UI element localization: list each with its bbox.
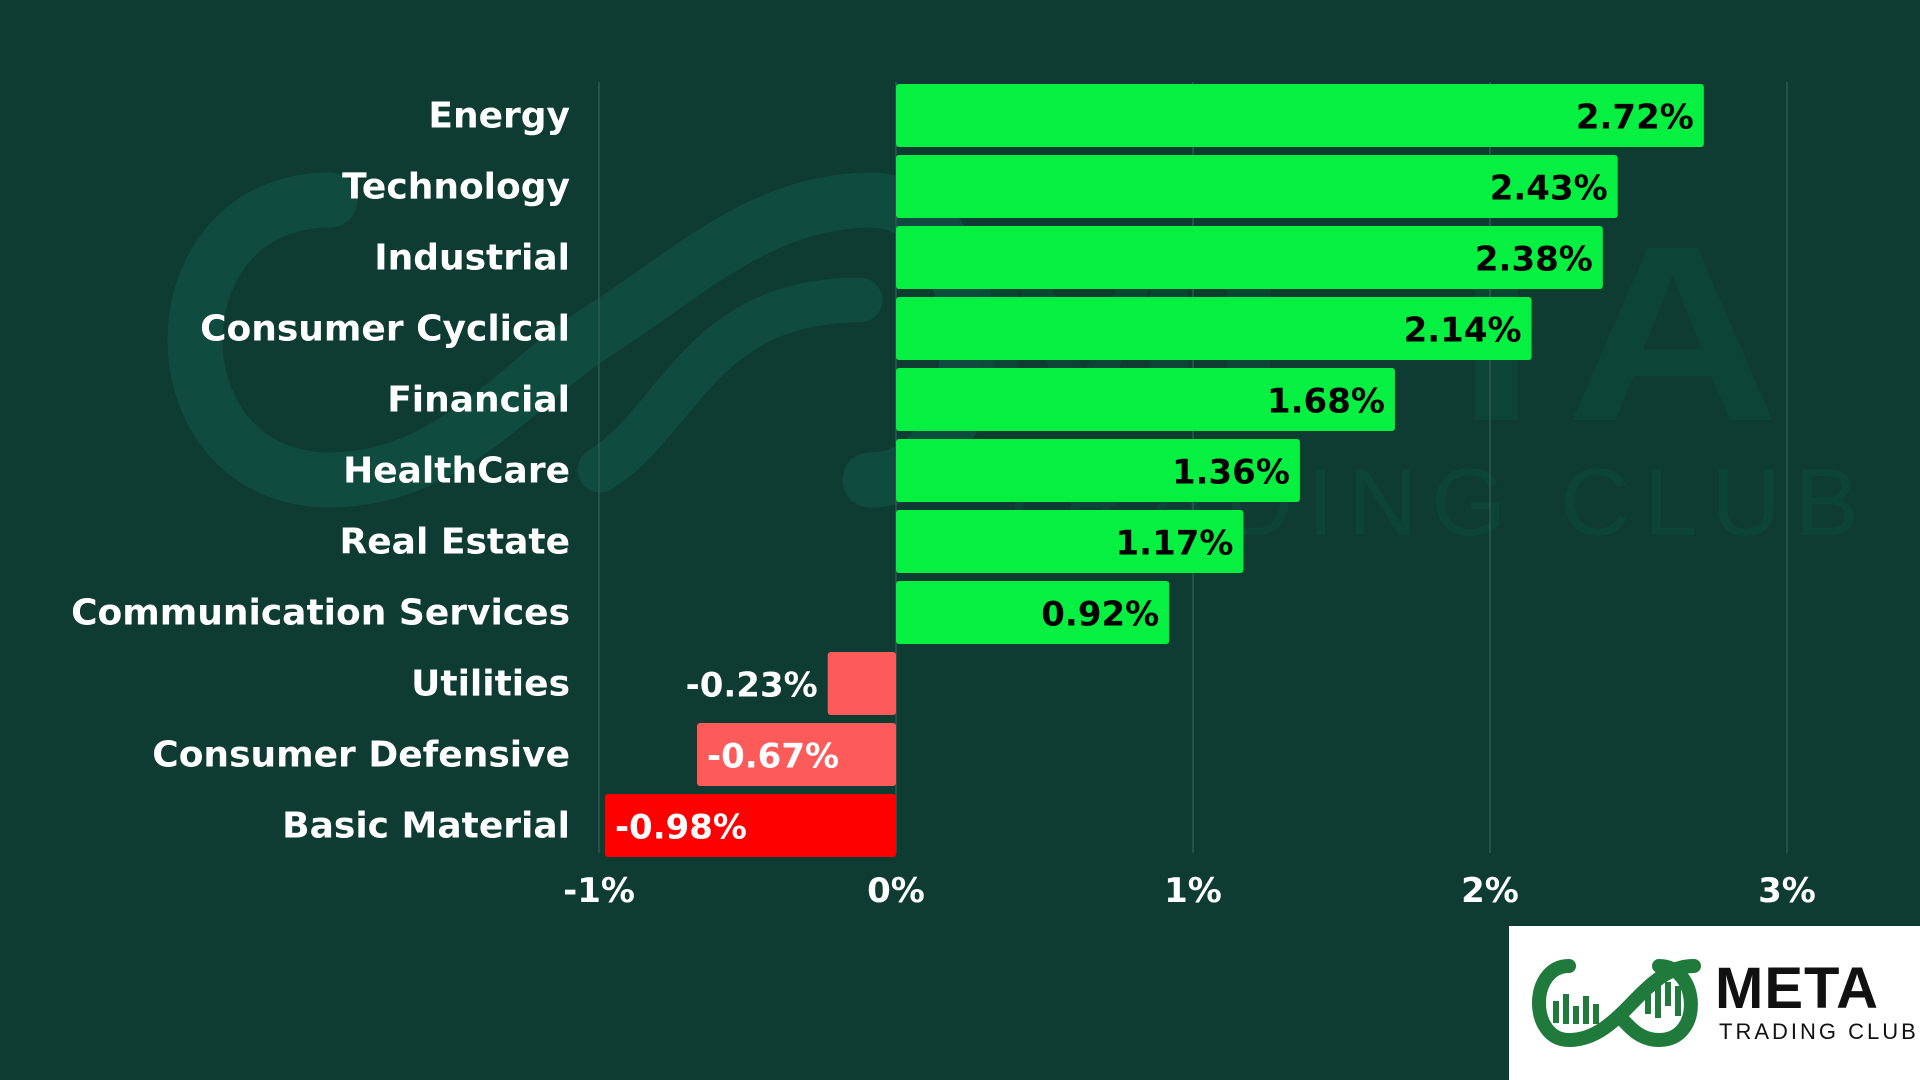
bar <box>697 723 896 786</box>
infinity-chart-icon <box>1532 959 1701 1048</box>
bar <box>896 581 1170 644</box>
bar <box>896 297 1532 360</box>
x-tick-label: 3% <box>1758 871 1816 911</box>
logo-title: META <box>1715 956 1880 1021</box>
x-tick-label: 1% <box>1164 871 1222 911</box>
x-tick-label: -1% <box>563 871 635 911</box>
category-label: HealthCare <box>343 451 570 492</box>
value-label: 0.92% <box>1041 595 1159 635</box>
category-label: Real Estate <box>340 522 570 563</box>
category-label: Utilities <box>411 664 570 705</box>
value-labels: 2.72% 2.43% 2.38% 2.14% 1.68% 1.36% 1.17% 0.92%… <box>615 98 1694 848</box>
category-labels: Energy Technology Industrial Consumer Cycli… <box>71 96 570 847</box>
category-label: Financial <box>387 380 570 421</box>
bar <box>827 652 896 715</box>
value-label: 2.43% <box>1490 169 1608 209</box>
bar <box>896 84 1704 147</box>
value-label: -0.98% <box>615 808 747 848</box>
category-label: Consumer Defensive <box>152 735 570 776</box>
value-label: -0.67% <box>707 737 839 777</box>
x-tick-label: 2% <box>1461 871 1519 911</box>
category-label: Consumer Cyclical <box>200 309 570 350</box>
bar <box>896 510 1244 573</box>
value-label: 1.36% <box>1172 453 1290 493</box>
value-label: 1.68% <box>1267 382 1385 422</box>
category-label: Communication Services <box>71 593 570 634</box>
category-label: Technology <box>342 167 570 208</box>
bar <box>896 368 1395 431</box>
bar <box>896 439 1300 502</box>
bars <box>604 84 1704 857</box>
bar <box>604 794 896 857</box>
category-label: Energy <box>428 96 570 137</box>
value-label: 1.17% <box>1116 524 1234 564</box>
category-label: Industrial <box>374 238 570 279</box>
value-label: -0.23% <box>686 666 818 706</box>
category-label: Basic Material <box>282 806 570 847</box>
bar <box>896 155 1618 218</box>
brand-logo: META TRADING CLUB <box>1509 926 1920 1080</box>
value-label: 2.72% <box>1576 98 1694 138</box>
value-label: 2.14% <box>1404 311 1522 351</box>
x-axis-ticks: -1% 0% 1% 2% 3% <box>563 871 1816 911</box>
bar <box>896 226 1603 289</box>
x-tick-label: 0% <box>867 871 925 911</box>
value-label: 2.38% <box>1475 240 1593 280</box>
logo-subtitle: TRADING CLUB <box>1719 1019 1919 1044</box>
